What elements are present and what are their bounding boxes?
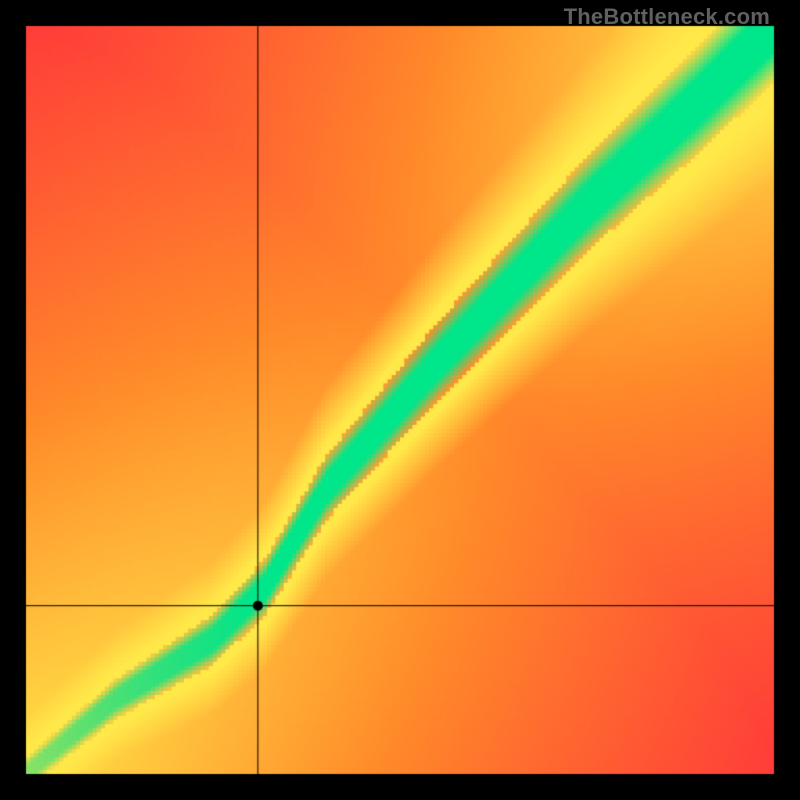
chart-container: TheBottleneck.com	[0, 0, 800, 800]
heatmap-canvas	[0, 0, 800, 800]
watermark-text: TheBottleneck.com	[564, 4, 770, 30]
